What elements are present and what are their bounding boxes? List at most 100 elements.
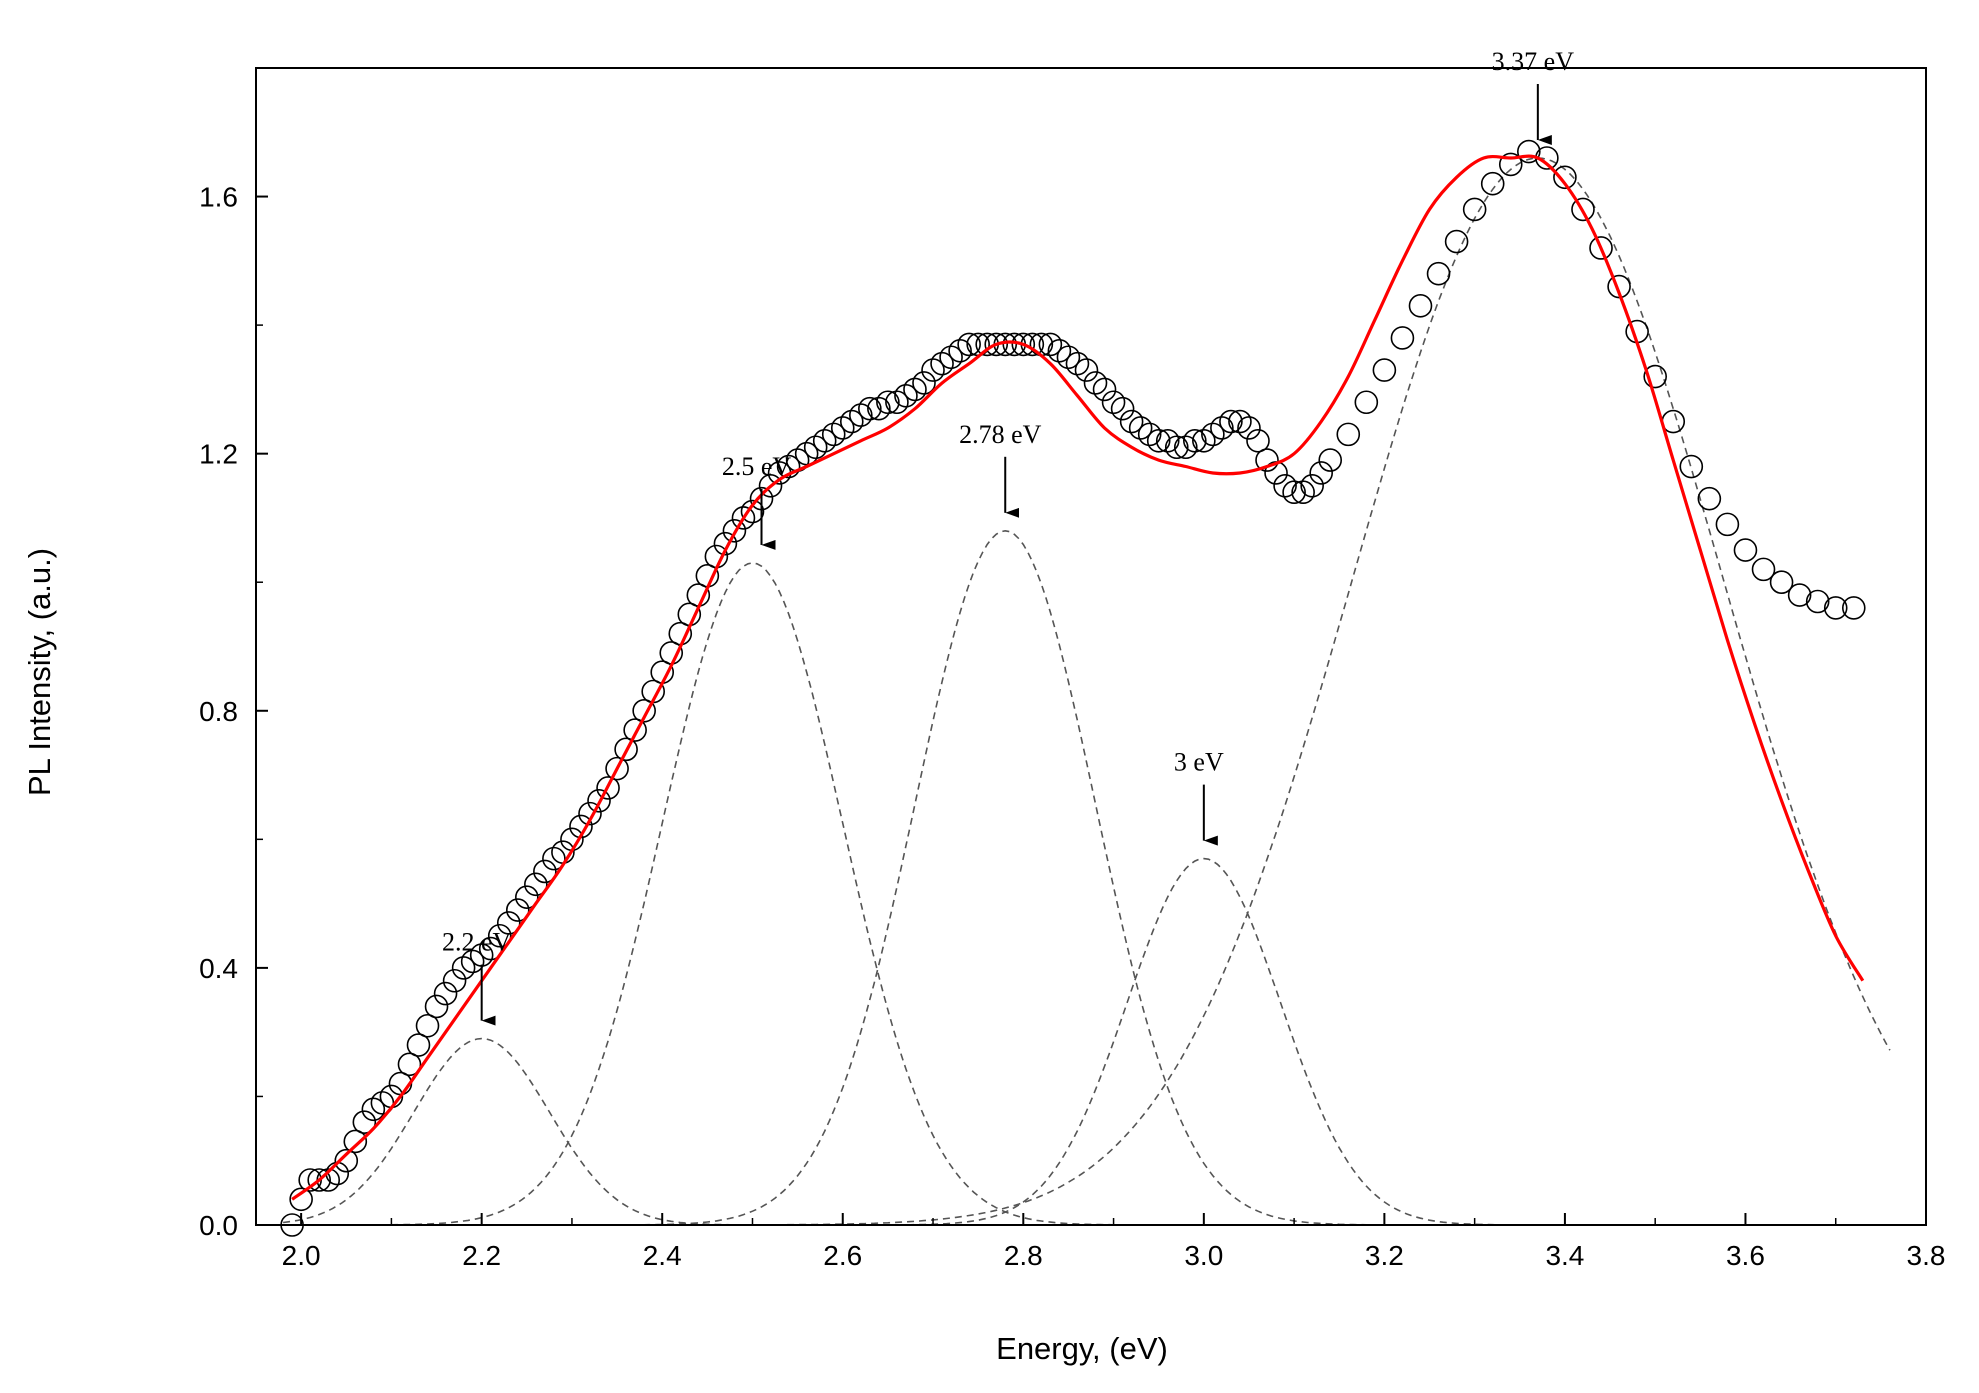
data-point [1607, 274, 1631, 299]
data-point [1390, 326, 1415, 350]
data-point [1769, 570, 1794, 595]
x-tick-label: 3.8 [1907, 1240, 1946, 1271]
data-point [1047, 339, 1072, 363]
peak-label: 3.37 eV [1492, 47, 1575, 76]
y-tick-label: 0.8 [199, 696, 238, 727]
data-point [487, 923, 512, 948]
data-point [867, 396, 891, 421]
data-point [505, 898, 530, 922]
data-point [1372, 358, 1397, 382]
peak-label: 2.5 eV [722, 452, 792, 481]
data-point [758, 474, 783, 498]
data-point [1300, 474, 1324, 498]
data-point [496, 911, 521, 935]
data-point [1237, 416, 1261, 440]
data-point [722, 518, 747, 543]
data-point [1201, 422, 1225, 447]
data-point [912, 371, 936, 395]
y-tick-label: 0.4 [199, 953, 238, 984]
data-point [984, 332, 1009, 357]
gaussian-component-line [283, 529, 1890, 1225]
data-point [515, 885, 539, 909]
data-point [442, 968, 467, 993]
data-point [1426, 261, 1451, 286]
data-point [930, 351, 954, 376]
data-point [1210, 416, 1234, 440]
gaussian-component-line [283, 562, 1890, 1225]
data-point [1733, 538, 1758, 562]
data-point [1841, 596, 1866, 620]
data-point [903, 377, 927, 402]
data-point [1444, 229, 1469, 254]
gaussian-component-line [282, 1037, 1890, 1225]
data-point [885, 390, 909, 415]
x-tick-label: 2.8 [1004, 1240, 1043, 1271]
data-point [1255, 448, 1279, 472]
data-point [839, 409, 864, 434]
data-point [614, 737, 638, 762]
data-point [1056, 345, 1081, 370]
peak-label: 2.2 eV [442, 928, 512, 957]
x-tick-label: 2.0 [282, 1240, 321, 1271]
data-point [948, 339, 972, 363]
data-point [1065, 351, 1090, 376]
data-point [623, 718, 647, 742]
data-point [587, 788, 611, 813]
data-point [1408, 294, 1433, 318]
data-point [1101, 390, 1126, 415]
data-point [361, 1097, 386, 1122]
data-point [1011, 332, 1036, 357]
data-point [1192, 429, 1216, 453]
data-point [334, 1148, 359, 1173]
data-point [1155, 429, 1180, 453]
peak-label: 3 eV [1174, 748, 1224, 777]
data-point [1074, 358, 1099, 382]
data-point [406, 1033, 431, 1057]
data-point [894, 384, 918, 408]
data-point [713, 531, 738, 556]
data-point [1589, 236, 1613, 260]
data-point [1498, 152, 1523, 177]
data-point [849, 403, 873, 427]
data-point [1128, 416, 1153, 440]
data-point [533, 859, 557, 884]
data-point [1146, 429, 1171, 453]
data-point [397, 1052, 422, 1077]
data-point [1291, 480, 1315, 505]
data-point [921, 358, 945, 382]
data-point [451, 956, 476, 980]
data-point [1083, 371, 1108, 395]
x-tick-label: 3.4 [1545, 1240, 1584, 1271]
plot-frame [255, 67, 1927, 1226]
data-point [1038, 332, 1063, 357]
gaussian-component-line [283, 157, 1891, 1225]
data-point [1462, 197, 1487, 222]
data-point [1553, 165, 1577, 190]
data-point [1228, 409, 1252, 434]
x-tick-label: 3.2 [1365, 1240, 1404, 1271]
data-point [1336, 422, 1361, 447]
data-point [1517, 139, 1541, 164]
fit-curve-line [291, 154, 1865, 1201]
y-tick-label: 1.2 [199, 439, 238, 470]
data-point [939, 345, 963, 370]
data-point [578, 801, 602, 826]
x-axis-title: Energy, (eV) [996, 1331, 1168, 1366]
data-point [1092, 377, 1117, 402]
data-point [1354, 390, 1379, 415]
data-point [1823, 596, 1848, 620]
data-point [352, 1110, 377, 1134]
data-point [1137, 422, 1162, 447]
data-point [1246, 429, 1270, 453]
data-point [731, 506, 756, 530]
data-point [1164, 435, 1189, 460]
y-tick-label: 0.0 [199, 1210, 238, 1241]
data-point [858, 396, 882, 421]
data-point [1643, 364, 1667, 389]
data-point [605, 756, 629, 781]
x-tick-label: 3.0 [1184, 1240, 1223, 1271]
data-point [876, 390, 900, 415]
data-point [289, 1187, 313, 1212]
data-point [821, 422, 846, 447]
data-point [812, 429, 837, 453]
